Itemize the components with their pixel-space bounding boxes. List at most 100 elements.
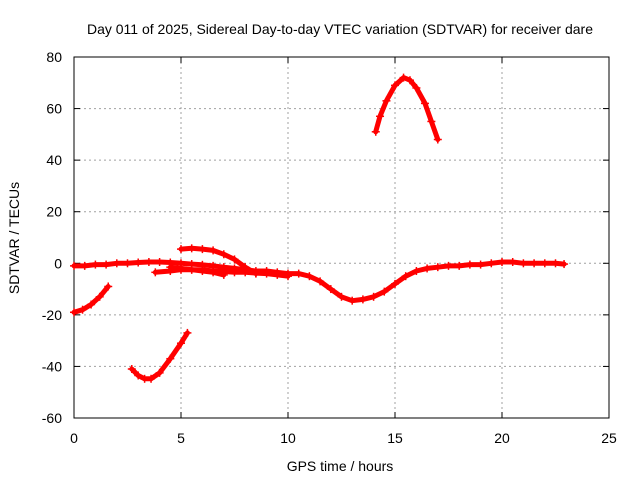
data-point <box>284 272 292 281</box>
data-point <box>412 83 421 92</box>
series-line-arc-7 <box>373 75 441 142</box>
data-point <box>102 260 111 269</box>
data-point <box>540 259 549 268</box>
y-tick-label: -20 <box>42 307 62 323</box>
data-point <box>155 257 164 266</box>
x-tick-label: 10 <box>280 430 296 446</box>
plot-frame <box>73 56 610 419</box>
data-point <box>147 374 156 383</box>
y-tick-label: -60 <box>42 410 62 426</box>
data-point <box>230 255 239 264</box>
data-point <box>80 261 89 270</box>
data-point <box>487 259 496 268</box>
data-point <box>530 259 539 268</box>
chart-title: Day 011 of 2025, Sidereal Day-to-day VTE… <box>87 21 593 37</box>
data-point <box>134 258 143 267</box>
x-axis-label: GPS time / hours <box>287 458 394 474</box>
data-point <box>358 295 367 304</box>
data-point <box>405 76 414 85</box>
data-point <box>112 259 121 268</box>
data-point <box>251 269 260 278</box>
data-point <box>209 246 218 255</box>
data-point <box>70 261 78 270</box>
data-point <box>376 112 385 121</box>
y-tick-label: 60 <box>46 101 62 117</box>
data-point <box>423 264 432 273</box>
data-point <box>476 260 485 269</box>
data-point <box>498 257 506 266</box>
data-point <box>519 259 528 268</box>
x-tick-label: 20 <box>494 430 510 446</box>
data-point <box>187 265 196 274</box>
data-point <box>371 127 380 136</box>
data-point <box>444 261 453 270</box>
data-point <box>187 244 196 253</box>
data-point <box>433 263 442 272</box>
x-tick-label: 25 <box>601 430 617 446</box>
data-point <box>560 260 569 269</box>
data-point <box>91 260 100 269</box>
data-point <box>391 81 399 90</box>
y-tick-label: 40 <box>46 152 62 168</box>
data-point <box>399 73 408 82</box>
data-point <box>183 328 192 337</box>
data-point <box>95 292 104 301</box>
y-tick-label: 80 <box>46 49 62 65</box>
data-point <box>465 260 474 269</box>
data-point <box>427 117 436 126</box>
data-point <box>219 270 228 279</box>
data-point <box>198 245 207 254</box>
y-tick-label: 20 <box>46 204 62 220</box>
x-axis: 0 5 10 15 20 25 <box>70 57 617 446</box>
data-point <box>177 339 185 348</box>
data-point <box>177 245 185 254</box>
data-point <box>369 292 378 301</box>
data-point <box>262 269 271 278</box>
data-point <box>155 368 164 377</box>
x-tick-label: 0 <box>70 430 78 446</box>
data-point <box>273 270 282 279</box>
data-point <box>166 263 175 272</box>
data-point <box>305 272 314 281</box>
data-point <box>316 277 325 286</box>
data-point <box>127 365 136 374</box>
x-tick-label: 5 <box>177 430 185 446</box>
data-point <box>78 305 87 314</box>
data-point <box>209 268 218 277</box>
data-point <box>166 354 175 363</box>
data-point <box>87 300 96 309</box>
y-axis-label: SDTVAR / TECUs <box>6 182 22 294</box>
data-point <box>382 96 391 105</box>
data-series <box>70 73 569 383</box>
data-point <box>123 259 132 268</box>
data-point <box>144 257 153 266</box>
data-point <box>391 279 399 288</box>
data-point <box>198 267 207 276</box>
data-point <box>348 296 357 305</box>
x-tick-label: 15 <box>387 430 403 446</box>
data-point <box>420 99 429 108</box>
data-point <box>433 135 442 144</box>
data-point <box>380 287 389 296</box>
y-tick-label: -40 <box>42 358 62 374</box>
data-point <box>551 259 560 268</box>
data-point <box>177 264 185 273</box>
data-point <box>337 292 346 301</box>
data-point <box>326 285 335 294</box>
data-point <box>401 272 410 281</box>
data-point <box>412 267 421 276</box>
data-point <box>230 268 239 277</box>
data-point <box>219 250 228 259</box>
y-tick-label: 0 <box>54 255 62 271</box>
data-point <box>70 308 78 317</box>
data-point <box>134 371 143 380</box>
y-axis: -60 -40 -20 0 20 40 60 80 <box>42 49 609 426</box>
data-point <box>508 257 517 266</box>
data-point <box>151 268 160 277</box>
data-point <box>455 261 464 270</box>
data-point <box>241 263 250 272</box>
data-point <box>104 282 113 291</box>
data-point <box>294 269 303 278</box>
